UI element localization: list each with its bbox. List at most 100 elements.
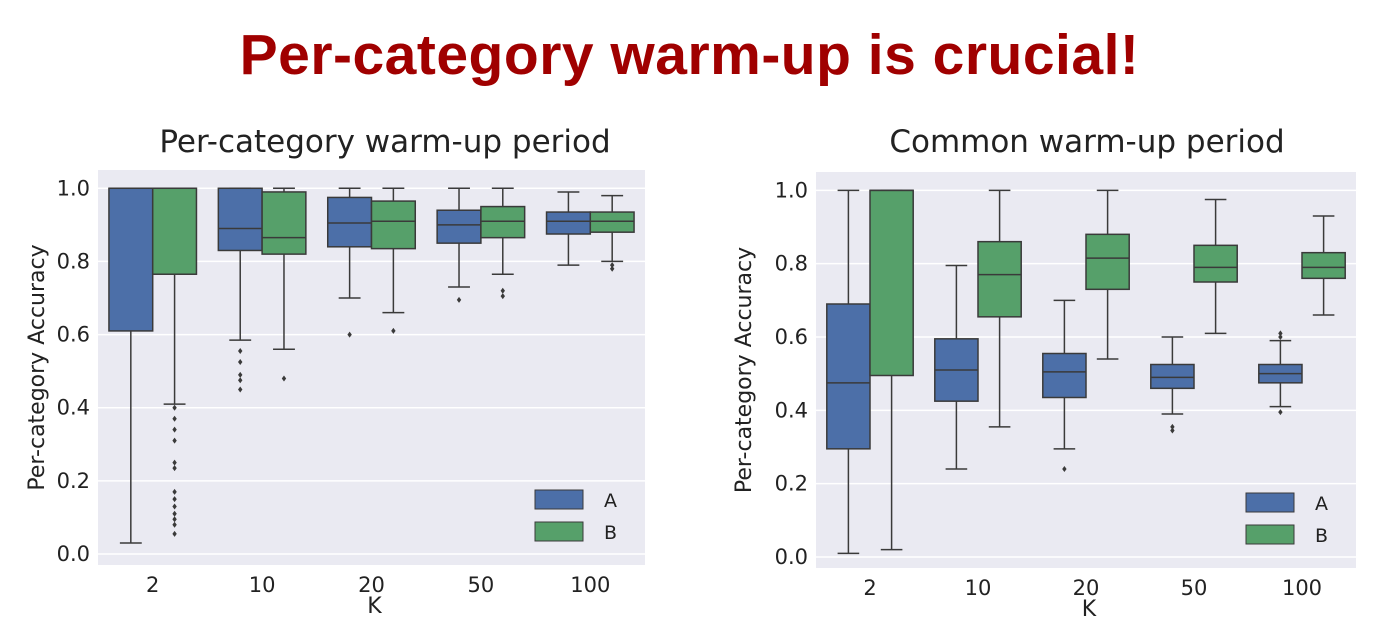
outlier-point: [238, 371, 243, 378]
box-iqr: [826, 303, 871, 450]
x-tick-label: 50: [468, 573, 495, 597]
y-tick-label: 0.6: [775, 325, 808, 349]
box-A-10: [934, 264, 979, 470]
box-iqr: [436, 209, 482, 244]
outlier-point: [172, 488, 177, 495]
y-tick-label: 0.0: [57, 542, 90, 566]
legend-swatch: [534, 489, 584, 510]
outlier-point: [609, 265, 615, 272]
chart-title: Per-category warm-up period: [159, 124, 610, 160]
x-tick-label: 100: [570, 573, 610, 597]
outlier-point: [500, 293, 505, 300]
box-iqr: [1085, 233, 1130, 291]
outlier-point: [172, 465, 177, 472]
box-A-50: [1150, 336, 1195, 434]
y-tick-label: 0.2: [775, 472, 808, 496]
outlier-point: [500, 287, 505, 294]
box-A-50: [436, 187, 482, 303]
x-tick-label: 2: [146, 573, 159, 597]
box-A-20: [1042, 299, 1087, 472]
outlier-point: [1170, 427, 1175, 434]
y-axis-label: Per-category Accuracy: [25, 244, 50, 490]
chart-title: Common warm-up period: [889, 124, 1284, 160]
outlier-point: [238, 386, 243, 393]
x-tick-label: 10: [965, 576, 992, 600]
outlier-point: [1278, 409, 1283, 416]
outlier-point: [172, 521, 177, 528]
outlier-point: [1278, 334, 1283, 340]
box-iqr: [151, 187, 198, 275]
box-A-100: [545, 191, 592, 266]
legend-label: B: [604, 522, 617, 544]
y-tick-label: 0.0: [775, 545, 808, 569]
y-tick-label: 0.4: [775, 398, 808, 422]
box-B-100: [589, 194, 635, 272]
y-tick-label: 0.2: [57, 469, 90, 493]
legend-label: A: [1315, 493, 1328, 515]
box-iqr: [217, 187, 263, 252]
box-B-50: [480, 187, 526, 300]
box-B-100: [1301, 215, 1346, 316]
box-iqr: [869, 189, 914, 377]
box-iqr: [1150, 363, 1195, 390]
box-iqr: [977, 240, 1022, 318]
box-iqr: [1301, 251, 1346, 280]
outlier-point: [281, 375, 287, 382]
outlier-point: [1278, 330, 1283, 337]
y-tick-label: 0.4: [57, 396, 90, 420]
x-tick-label: 10: [249, 573, 276, 597]
x-tick-label: 20: [358, 573, 385, 597]
x-tick-label: 2: [863, 576, 876, 600]
outlier-point: [238, 359, 243, 366]
box-A-100: [1258, 330, 1303, 416]
page-headline: Per-category warm-up is crucial!: [239, 23, 1140, 87]
outlier-point: [172, 516, 177, 523]
legend-swatch: [1245, 524, 1295, 545]
outlier-point: [172, 503, 177, 510]
outlier-point: [172, 426, 177, 433]
box-A-2: [108, 187, 154, 544]
chart-per-category-warmup: Per-category warm-up period 0.0 0.2 0.4 0.6 0…: [25, 124, 645, 619]
box-B-10: [977, 189, 1022, 428]
outlier-point: [172, 437, 177, 444]
box-B-2: [869, 189, 914, 551]
outlier-point: [391, 327, 396, 334]
x-tick-label: 100: [1282, 576, 1322, 600]
outlier-point: [172, 404, 177, 411]
outlier-point: [172, 496, 177, 503]
outlier-point: [1062, 466, 1067, 472]
outlier-point: [238, 377, 243, 384]
outlier-point: [172, 415, 177, 422]
outlier-point: [172, 459, 177, 466]
y-tick-label: 0.8: [775, 252, 808, 276]
box-iqr: [108, 187, 154, 332]
y-tick-label: 0.8: [57, 249, 90, 273]
legend-label: B: [1315, 525, 1328, 547]
y-axis-label: Per-category Accuracy: [732, 247, 757, 493]
box-iqr: [370, 200, 417, 250]
outlier-point: [172, 530, 177, 537]
outlier-point: [172, 510, 177, 517]
x-axis-label: K: [1082, 597, 1097, 622]
outlier-point: [456, 296, 462, 303]
box-B-10: [261, 187, 307, 382]
outlier-point: [1170, 423, 1175, 430]
y-tick-label: 0.6: [57, 323, 90, 347]
y-tick-label: 1.0: [57, 176, 90, 200]
box-B-20: [370, 187, 417, 334]
x-tick-label: 20: [1073, 576, 1100, 600]
box-iqr: [326, 196, 373, 248]
box-B-2: [151, 187, 198, 537]
outlier-point: [347, 331, 352, 338]
box-iqr: [545, 211, 592, 235]
outlier-point: [238, 348, 243, 355]
box-iqr: [589, 211, 635, 233]
box-A-10: [217, 187, 263, 393]
box-A-2: [826, 189, 871, 555]
x-axis-label: K: [367, 594, 382, 619]
legend-swatch: [534, 521, 584, 542]
box-B-50: [1193, 198, 1238, 335]
box-B-20: [1085, 189, 1130, 360]
outlier-point: [609, 262, 615, 269]
x-tick-label: 50: [1181, 576, 1208, 600]
